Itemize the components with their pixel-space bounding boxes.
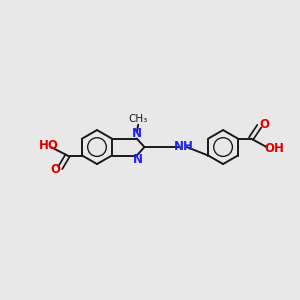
Text: O: O — [50, 163, 60, 176]
Text: CH₃: CH₃ — [129, 114, 148, 124]
Text: N: N — [133, 154, 143, 166]
Text: N: N — [132, 127, 142, 140]
Text: OH: OH — [265, 142, 284, 155]
Text: NH: NH — [174, 140, 194, 153]
Text: O: O — [260, 118, 270, 131]
Text: HO: HO — [39, 139, 59, 152]
